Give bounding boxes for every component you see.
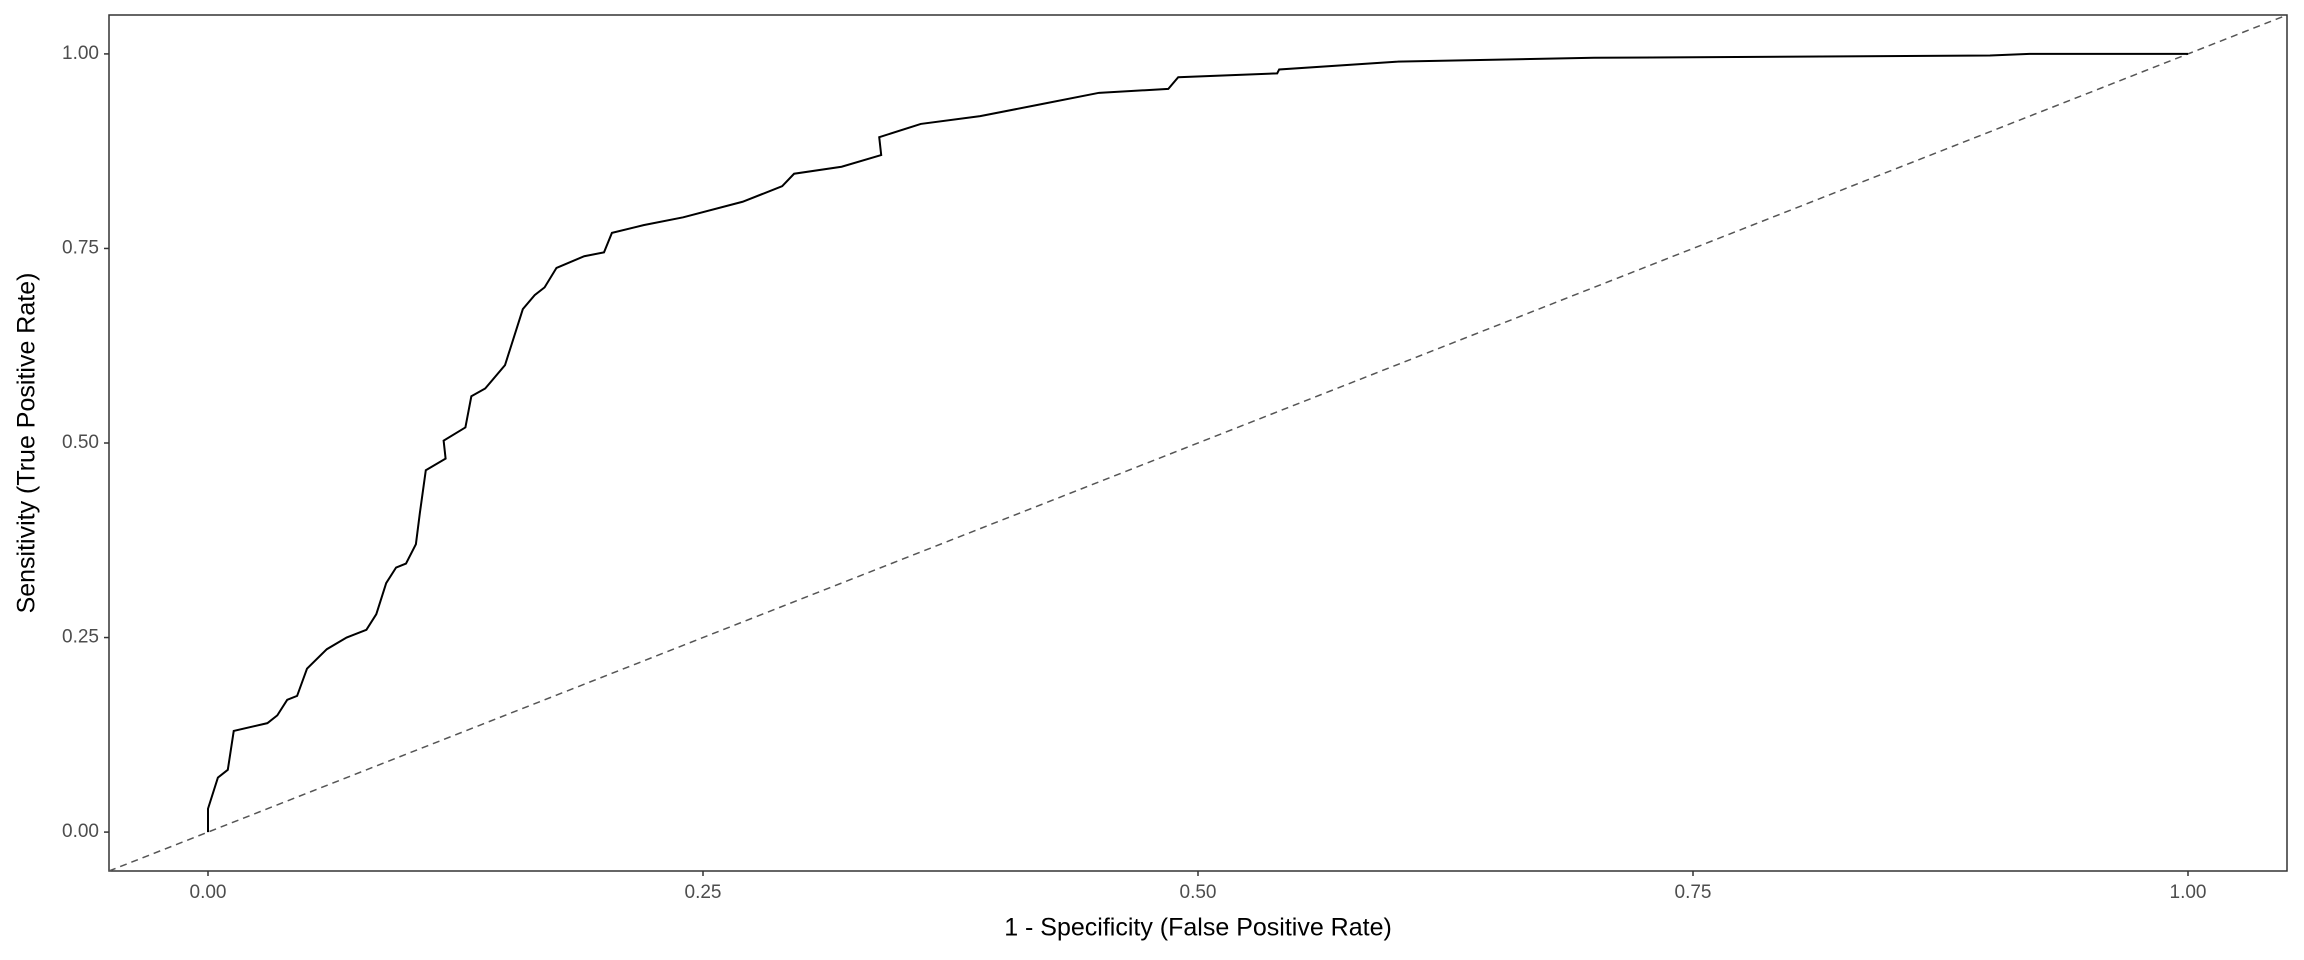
- y-tick-label: 1.00: [62, 43, 99, 64]
- x-tick-label: 1.00: [2170, 882, 2207, 903]
- y-axis-title: Sensitivity (True Positive Rate): [13, 273, 41, 614]
- y-tick-label: 0.50: [62, 432, 99, 453]
- x-tick-label: 0.50: [1180, 882, 1217, 903]
- y-tick-label: 0.25: [62, 627, 99, 648]
- y-tick-label: 0.75: [62, 237, 99, 258]
- reference-diagonal: [108, 14, 2288, 872]
- y-tick-label: 0.00: [62, 821, 99, 842]
- x-axis-title: 1 - Specificity (False Positive Rate): [1004, 914, 1392, 942]
- roc-curve: [207, 52, 2188, 833]
- x-tick-label: 0.00: [190, 882, 227, 903]
- x-tick-label: 0.25: [685, 882, 722, 903]
- x-tick-label: 0.75: [1675, 882, 1712, 903]
